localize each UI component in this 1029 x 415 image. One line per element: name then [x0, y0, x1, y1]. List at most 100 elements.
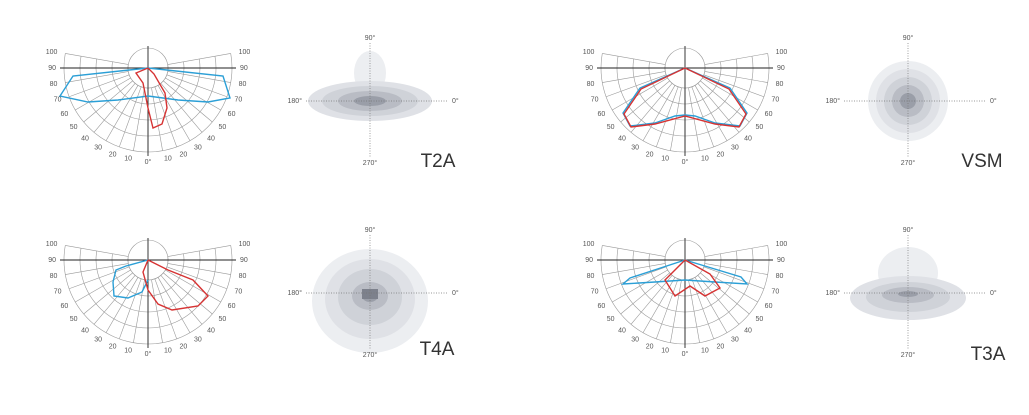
polar-ray	[612, 269, 668, 303]
polar-ray	[65, 53, 129, 65]
curve-blue	[620, 259, 749, 285]
polar-label: 20	[109, 343, 117, 350]
polar-label: 60	[598, 303, 606, 310]
polar-ray	[703, 266, 765, 290]
polar-label: 30	[94, 145, 102, 152]
polar-label: 60	[765, 111, 773, 118]
polar-ray	[75, 269, 131, 303]
polar-ray	[655, 278, 679, 340]
polar-label: 90	[240, 65, 248, 72]
polar-label: 20	[646, 343, 654, 350]
polar-label: 30	[194, 337, 202, 344]
polar-label: 70	[771, 288, 779, 295]
polar-label: 70	[591, 96, 599, 103]
polar-ray	[163, 80, 213, 123]
polar-label: 10	[164, 155, 172, 162]
polar-label: 20	[646, 151, 654, 158]
polar-label: 40	[618, 135, 626, 142]
polar-ray	[688, 279, 700, 343]
iso-label: 180°	[288, 97, 303, 105]
iso-label: 0°	[990, 289, 997, 297]
polar-ray	[612, 77, 668, 111]
polar-label: 80	[776, 273, 784, 280]
polar-ray	[704, 53, 768, 65]
polar-ray	[700, 272, 750, 315]
polar-label: 100	[776, 241, 788, 248]
polar-label: 30	[631, 145, 639, 152]
polar-label: 30	[94, 337, 102, 344]
polar-label: 10	[124, 347, 132, 354]
polar-label: 10	[164, 347, 172, 354]
iso-label: 180°	[826, 289, 841, 297]
polar-label: 50	[218, 316, 226, 323]
polar-ray	[642, 277, 676, 333]
polar-label: 50	[70, 124, 78, 131]
polar-ray	[704, 263, 768, 275]
polar-label: 10	[661, 155, 669, 162]
polar-label: 40	[744, 327, 752, 334]
polar-ray	[160, 275, 203, 325]
polar-ray	[655, 86, 679, 148]
polar-ray	[105, 85, 139, 141]
polar-label: 30	[731, 145, 739, 152]
polar-ray	[93, 83, 136, 133]
curve-red	[142, 259, 209, 311]
iso-label: 0°	[452, 97, 459, 105]
polar-label: 80	[587, 273, 595, 280]
polar-ray	[93, 275, 136, 325]
polar-ray	[620, 80, 670, 123]
polar-ray	[166, 74, 228, 98]
polar-ray	[154, 278, 178, 340]
polar-ray	[602, 245, 666, 257]
iso-label: 270°	[901, 351, 916, 359]
polar-ray	[691, 278, 715, 340]
polar-ray	[700, 80, 750, 123]
polar-ray	[620, 272, 670, 315]
polar-label: 50	[607, 316, 615, 323]
polar-label: 0°	[145, 158, 152, 166]
iso-label: 270°	[901, 159, 916, 167]
polar-label: 40	[618, 327, 626, 334]
polar-label: 70	[234, 288, 242, 295]
polar-ray	[694, 85, 728, 141]
polar-label: 50	[607, 124, 615, 131]
polar-label: 80	[587, 81, 595, 88]
polar-ray	[697, 275, 740, 325]
polar-ray	[83, 80, 133, 123]
iso-label: 90°	[365, 226, 376, 234]
polar-label: 80	[239, 81, 247, 88]
polar-label: 60	[228, 111, 236, 118]
polar-label: 70	[234, 96, 242, 103]
polar-ray	[163, 272, 213, 315]
polar-label: 50	[755, 124, 763, 131]
polar-ray	[167, 71, 231, 83]
curve-blue	[622, 67, 748, 127]
polar-ray	[602, 263, 666, 275]
polar-label: 70	[771, 96, 779, 103]
polar-label: 30	[194, 145, 202, 152]
polar-label: 70	[54, 288, 62, 295]
polar-label: 10	[701, 155, 709, 162]
curve-blue	[58, 67, 231, 103]
polar-ray	[167, 245, 231, 257]
polar-ray	[702, 77, 758, 111]
polar-label: 100	[239, 49, 251, 56]
polar-label: 90	[240, 257, 248, 264]
iso-zone	[898, 291, 918, 297]
polar-ray	[118, 278, 142, 340]
polar-label: 10	[661, 347, 669, 354]
polar-label: 50	[218, 124, 226, 131]
polar-label: 70	[591, 288, 599, 295]
iso-label: 90°	[903, 226, 914, 234]
polar-label: 80	[50, 81, 58, 88]
polar-label: 80	[776, 81, 784, 88]
type-label: T4A	[420, 339, 455, 360]
curve-red	[623, 67, 747, 128]
polar-label: 40	[81, 135, 89, 142]
iso-label: 0°	[990, 97, 997, 105]
polar-ray	[602, 53, 666, 65]
